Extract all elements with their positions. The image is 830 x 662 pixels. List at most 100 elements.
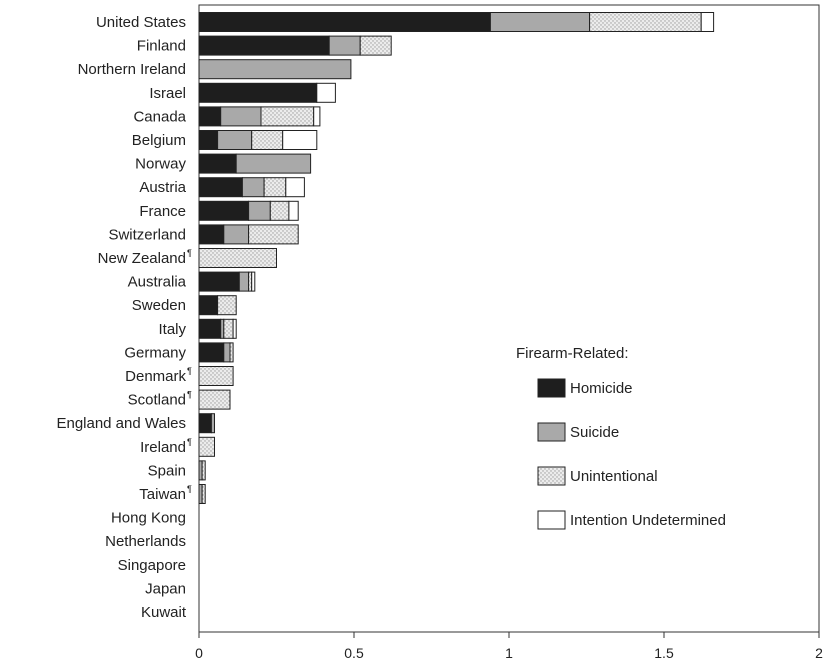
bar-ireland-unintentional	[198, 436, 215, 457]
category-label-kuwait: Kuwait	[141, 604, 187, 621]
bar-united-states-suicide	[489, 12, 591, 32]
category-label-sweden: Sweden	[132, 297, 186, 314]
x-axis: 0 0.5 1 1.5 2	[195, 632, 823, 661]
bar-australia-intention-undetermined	[251, 271, 256, 292]
bar-switzerland-suicide	[223, 224, 250, 245]
legend-title: Firearm-Related:	[516, 345, 629, 362]
category-label-ireland: Ireland	[140, 439, 186, 456]
bar-australia-suicide	[238, 271, 250, 292]
bar-sweden-unintentional	[217, 295, 237, 316]
category-label-belgium: Belgium	[132, 132, 186, 149]
bar-canada-unintentional	[260, 106, 315, 127]
bar-italy-homicide	[198, 318, 222, 339]
bar-canada-intention-undetermined	[313, 106, 321, 127]
category-label-hong-kong: Hong Kong	[111, 510, 186, 527]
category-label-new-zealand: New Zealand	[98, 250, 186, 267]
bar-belgium-intention-undetermined	[282, 130, 318, 150]
bar-denmark-unintentional	[198, 366, 234, 386]
x-tick-label: 0	[195, 645, 203, 661]
x-tick-label: 2	[815, 645, 823, 661]
bar-israel-intention-undetermined	[316, 82, 336, 103]
bar-switzerland-homicide	[198, 224, 225, 245]
bar-austria-unintentional	[263, 177, 287, 198]
bar-austria-homicide	[198, 177, 243, 198]
bar-new-zealand-unintentional	[198, 248, 277, 268]
category-label-taiwan: Taiwan	[139, 486, 186, 503]
bar-germany-unintentional	[229, 342, 234, 363]
category-label-italy: Italy	[158, 321, 186, 338]
legend-label-homicide: Homicide	[570, 380, 633, 397]
category-label-spain: Spain	[148, 462, 186, 479]
category-label-canada: Canada	[133, 108, 186, 125]
bar-israel-homicide	[198, 82, 318, 103]
legend-swatch-homicide	[537, 378, 566, 398]
category-label-finland: Finland	[137, 38, 186, 55]
bar-taiwan-unintentional	[201, 484, 206, 504]
legend: Firearm-Related: Homicide Suicide Unintenti…	[516, 345, 726, 530]
footnote-mark: ¶	[187, 437, 192, 447]
bar-germany-homicide	[198, 342, 225, 363]
bar-scotland-unintentional	[198, 389, 231, 410]
bar-united-states-intention-undetermined	[700, 12, 715, 32]
category-label-japan: Japan	[145, 580, 186, 597]
category-label-norway: Norway	[135, 156, 186, 173]
bar-norway-suicide	[235, 153, 312, 174]
bar-spain-unintentional	[201, 460, 206, 481]
x-tick-label: 1	[505, 645, 513, 661]
x-tick-label: 0.5	[344, 645, 364, 661]
category-label-australia: Australia	[128, 274, 187, 291]
category-label-switzerland: Switzerland	[108, 226, 186, 243]
category-label-united-states: United States	[96, 14, 186, 31]
category-label-northern-ireland: Northern Ireland	[78, 61, 186, 78]
legend-swatch-unintentional	[537, 466, 566, 486]
bar-france-suicide	[248, 200, 271, 221]
bar-finland-unintentional	[359, 35, 392, 56]
bar-france-unintentional	[269, 200, 290, 221]
category-label-denmark: Denmark	[125, 368, 186, 385]
footnote-mark: ¶	[187, 390, 192, 400]
category-label-germany: Germany	[124, 344, 186, 361]
bar-belgium-suicide	[217, 130, 253, 150]
bar-belgium-unintentional	[251, 130, 284, 150]
x-tick-label: 1.5	[654, 645, 674, 661]
bar-sweden-homicide	[198, 295, 219, 316]
category-label-singapore: Singapore	[118, 557, 186, 574]
bar-germany-suicide	[223, 342, 231, 363]
bars-layer	[198, 12, 715, 504]
bar-france-intention-undetermined	[288, 200, 299, 221]
bar-france-homicide	[198, 200, 250, 221]
legend-label-intention-undetermined: Intention Undetermined	[570, 512, 726, 529]
bar-england-and-wales-homicide	[198, 413, 212, 434]
category-labels: United States Finland Northern Ireland Isra…	[56, 14, 192, 621]
bar-belgium-homicide	[198, 130, 219, 150]
bar-england-and-wales-suicide	[210, 413, 215, 434]
bar-austria-suicide	[241, 177, 265, 198]
bar-norway-homicide	[198, 153, 237, 174]
bar-switzerland-unintentional	[248, 224, 299, 245]
category-label-scotland: Scotland	[128, 392, 186, 409]
bar-italy-unintentional	[223, 318, 234, 339]
category-label-israel: Israel	[149, 85, 186, 102]
footnote-mark: ¶	[187, 484, 192, 494]
legend-label-suicide: Suicide	[570, 424, 619, 441]
bar-austria-intention-undetermined	[285, 177, 305, 198]
bar-united-states-homicide	[198, 12, 491, 32]
legend-swatch-intention-undetermined	[537, 510, 566, 530]
legend-label-unintentional: Unintentional	[570, 468, 658, 485]
category-label-england-and-wales: England and Wales	[56, 415, 186, 432]
bar-finland-suicide	[328, 35, 361, 56]
bar-italy-intention-undetermined	[232, 318, 237, 339]
bar-australia-homicide	[198, 271, 240, 292]
category-label-france: France	[139, 203, 186, 220]
legend-swatch-suicide	[537, 422, 566, 442]
bar-united-states-unintentional	[589, 12, 702, 32]
category-label-austria: Austria	[139, 179, 186, 196]
bar-northern-ireland-suicide	[198, 59, 352, 80]
category-label-netherlands: Netherlands	[105, 533, 186, 550]
bar-canada-suicide	[220, 106, 262, 127]
footnote-mark: ¶	[187, 248, 192, 258]
footnote-mark: ¶	[187, 366, 192, 376]
bar-finland-homicide	[198, 35, 330, 56]
bar-canada-homicide	[198, 106, 222, 127]
